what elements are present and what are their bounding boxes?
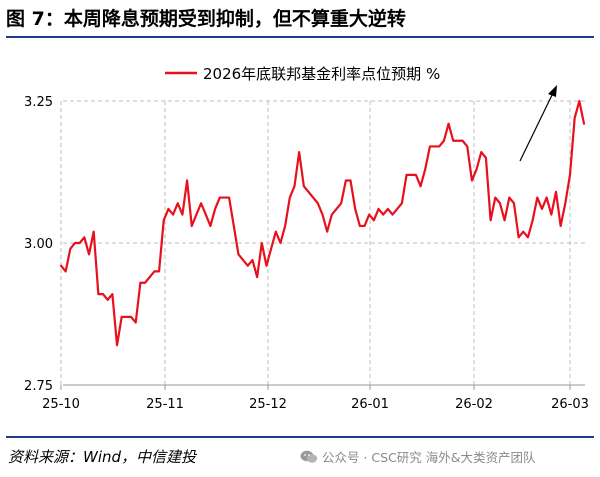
legend-label: 2026年底联邦基金利率点位预期 % [203, 65, 440, 83]
y-tick-label: 3.00 [24, 237, 53, 252]
y-tick-label: 2.75 [24, 379, 53, 394]
x-tick-label: 26-03 [551, 397, 589, 412]
legend: 2026年底联邦基金利率点位预期 % [165, 65, 440, 83]
watermark: 公众号 · CSC研究 海外&大类资产团队 [300, 447, 536, 466]
x-tick-label: 25-12 [249, 397, 287, 412]
series-line [59, 99, 586, 347]
source-note: 资料来源：Wind，中信建投 [8, 448, 197, 466]
x-tick-label: 25-11 [146, 397, 184, 412]
title-divider [6, 36, 594, 38]
annotation-arrow [519, 85, 557, 162]
y-tick-label: 3.25 [24, 95, 53, 110]
footer-divider [6, 436, 594, 438]
x-tick-label: 26-02 [455, 397, 493, 412]
wechat-icon [300, 450, 318, 463]
x-tick-label: 26-01 [351, 397, 389, 412]
page-title: 图 7：本周降息预期受到抑制，但不算重大逆转 [6, 8, 406, 30]
arrow-shaft [519, 92, 554, 162]
line-chart: 25-10 25-11 25-12 26-01 26-02 26-03 3.25 3.00 2… [24, 65, 589, 412]
x-tick-label: 25-10 [42, 397, 80, 412]
watermark-text: 公众号 · CSC研究 海外&大类资产团队 [322, 450, 536, 465]
x-axis: 25-10 25-11 25-12 26-01 26-02 26-03 [42, 384, 589, 412]
grid [60, 100, 585, 385]
arrow-head [548, 85, 557, 97]
y-axis-labels: 3.25 3.00 2.75 [24, 95, 53, 394]
